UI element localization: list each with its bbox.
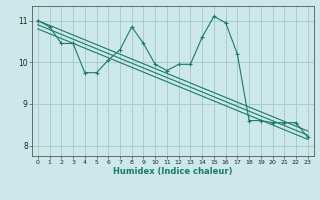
- X-axis label: Humidex (Indice chaleur): Humidex (Indice chaleur): [113, 167, 233, 176]
